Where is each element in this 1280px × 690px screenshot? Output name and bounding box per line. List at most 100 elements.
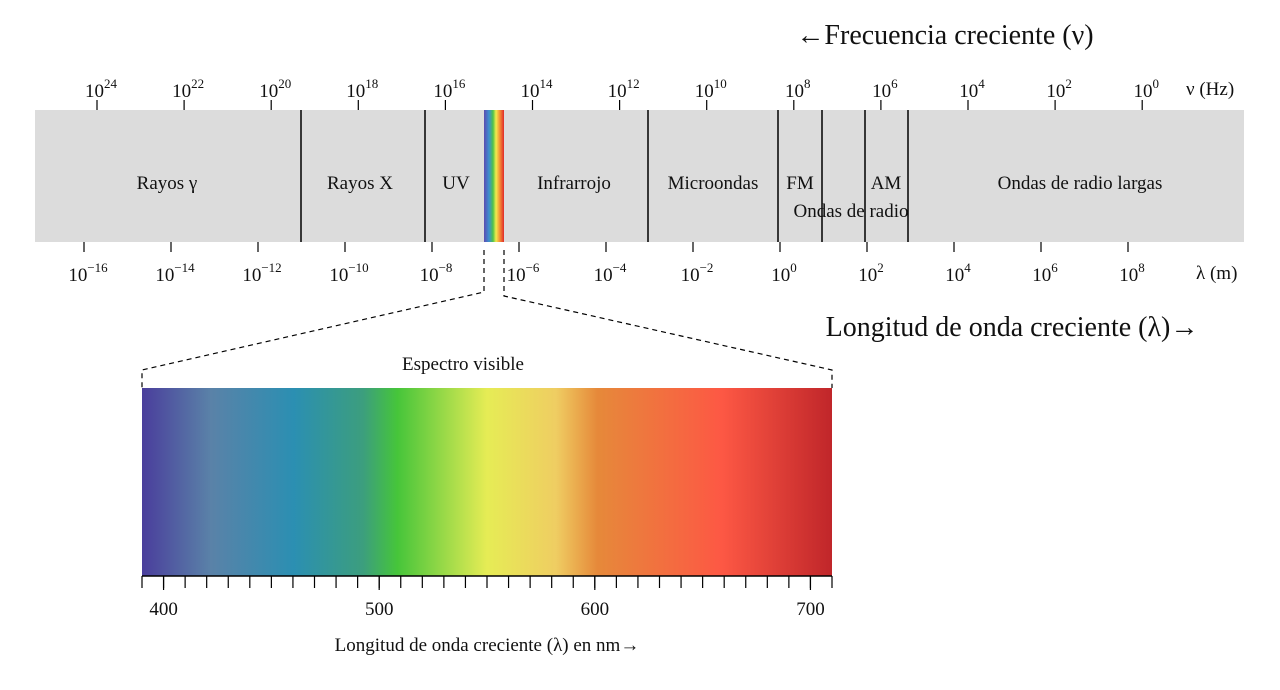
zoom-line-right — [503, 250, 833, 388]
nm-tick-label: 500 — [365, 599, 394, 620]
tick-exponent: 10 — [714, 76, 727, 91]
tick-base: 10 — [1133, 81, 1152, 102]
wavelength-tick-label: 10−16 — [68, 260, 108, 286]
wavelength-tick-label: 102 — [858, 260, 884, 286]
spectrum-band — [35, 110, 1244, 242]
region-label: Ondas de radio largas — [998, 173, 1163, 194]
tick-base: 10 — [681, 265, 700, 286]
frequency-tick-label: 1024 — [85, 76, 118, 102]
tick-exponent: −6 — [526, 260, 540, 275]
tick-base: 10 — [433, 81, 452, 102]
frequency-tick-label: 1010 — [695, 76, 727, 102]
tick-base: 10 — [959, 81, 978, 102]
frequency-unit: ν (Hz) — [1186, 79, 1234, 100]
visible-title: Espectro visible — [402, 354, 524, 375]
frequency-caption: ←Frecuencia creciente (ν) — [796, 20, 1093, 51]
frequency-tick-label: 100 — [1133, 76, 1159, 102]
wavelength-tick-label: 10−8 — [420, 260, 453, 286]
zoom-line-left — [141, 250, 485, 388]
visible-strip — [484, 110, 504, 242]
tick-base: 10 — [785, 81, 804, 102]
tick-exponent: −16 — [87, 260, 108, 275]
wavelength-tick-label: 10−4 — [594, 260, 627, 286]
nm-tick-label: 600 — [581, 599, 610, 620]
wavelength-caption: Longitud de onda creciente (λ)→ — [826, 312, 1199, 343]
tick-base: 10 — [521, 81, 540, 102]
tick-base: 10 — [420, 265, 439, 286]
region-label: Ondas de radio — [793, 201, 908, 222]
tick-exponent: 6 — [1051, 260, 1058, 275]
tick-exponent: 6 — [891, 76, 898, 91]
region-label: Rayos X — [327, 173, 393, 194]
tick-exponent: 8 — [1138, 260, 1145, 275]
tick-base: 10 — [1119, 265, 1138, 286]
tick-exponent: 2 — [1065, 76, 1072, 91]
tick-exponent: 2 — [877, 260, 884, 275]
tick-base: 10 — [872, 81, 891, 102]
tick-exponent: 16 — [452, 76, 466, 91]
region-label: Microondas — [668, 173, 759, 194]
tick-base: 10 — [771, 265, 790, 286]
tick-exponent: −14 — [174, 260, 195, 275]
tick-base: 10 — [695, 81, 714, 102]
tick-base: 10 — [329, 265, 348, 286]
tick-base: 10 — [594, 265, 613, 286]
frequency-tick-label: 1016 — [433, 76, 466, 102]
frequency-tick-label: 102 — [1046, 76, 1072, 102]
wavelength-tick-label: 106 — [1032, 260, 1058, 286]
frequency-tick-label: 1022 — [172, 76, 204, 102]
tick-exponent: 18 — [365, 76, 378, 91]
nm-tick-label: 700 — [796, 599, 825, 620]
tick-exponent: 20 — [278, 76, 291, 91]
region-label: AM — [871, 173, 902, 194]
wavelength-tick-label: 10−6 — [507, 260, 540, 286]
region-label: FM — [786, 173, 814, 194]
tick-exponent: −4 — [613, 260, 627, 275]
tick-exponent: 4 — [964, 260, 971, 275]
tick-exponent: 14 — [540, 76, 554, 91]
tick-exponent: −8 — [439, 260, 453, 275]
nm-caption: Longitud de onda creciente (λ) en nm→ — [335, 635, 640, 656]
tick-exponent: 0 — [790, 260, 797, 275]
wavelength-tick-label: 100 — [771, 260, 797, 286]
frequency-tick-label: 1014 — [521, 76, 554, 102]
tick-base: 10 — [242, 265, 261, 286]
frequency-tick-label: 108 — [785, 76, 811, 102]
tick-base: 10 — [1032, 265, 1051, 286]
tick-base: 10 — [945, 265, 964, 286]
region-label: Infrarrojo — [537, 173, 611, 194]
tick-exponent: 0 — [1152, 76, 1159, 91]
wavelength-tick-label: 10−14 — [155, 260, 195, 286]
tick-exponent: −2 — [700, 260, 714, 275]
frequency-tick-label: 1018 — [346, 76, 378, 102]
tick-base: 10 — [85, 81, 104, 102]
wavelength-tick-label: 10−10 — [329, 260, 368, 286]
wavelength-tick-label: 10−2 — [681, 260, 714, 286]
tick-exponent: 12 — [627, 76, 640, 91]
visible-spectrum — [142, 388, 832, 576]
tick-exponent: −10 — [348, 260, 368, 275]
wavelength-unit: λ (m) — [1196, 263, 1237, 284]
tick-exponent: 4 — [978, 76, 985, 91]
frequency-tick-label: 1020 — [259, 76, 291, 102]
tick-exponent: 22 — [191, 76, 204, 91]
zoom-lines — [141, 250, 833, 388]
wavelength-tick-label: 10−12 — [242, 260, 281, 286]
tick-exponent: 8 — [804, 76, 811, 91]
tick-base: 10 — [172, 81, 191, 102]
tick-exponent: −12 — [261, 260, 281, 275]
tick-base: 10 — [259, 81, 278, 102]
tick-base: 10 — [346, 81, 365, 102]
wavelength-tick-label: 104 — [945, 260, 971, 286]
wavelength-tick-label: 108 — [1119, 260, 1145, 286]
tick-exponent: 24 — [104, 76, 118, 91]
nm-tick-label: 400 — [149, 599, 178, 620]
tick-base: 10 — [68, 265, 87, 286]
frequency-tick-label: 1012 — [608, 76, 640, 102]
frequency-tick-label: 106 — [872, 76, 898, 102]
tick-base: 10 — [507, 265, 526, 286]
tick-base: 10 — [858, 265, 877, 286]
region-label: Rayos γ — [137, 173, 198, 194]
region-dividers — [300, 110, 909, 242]
